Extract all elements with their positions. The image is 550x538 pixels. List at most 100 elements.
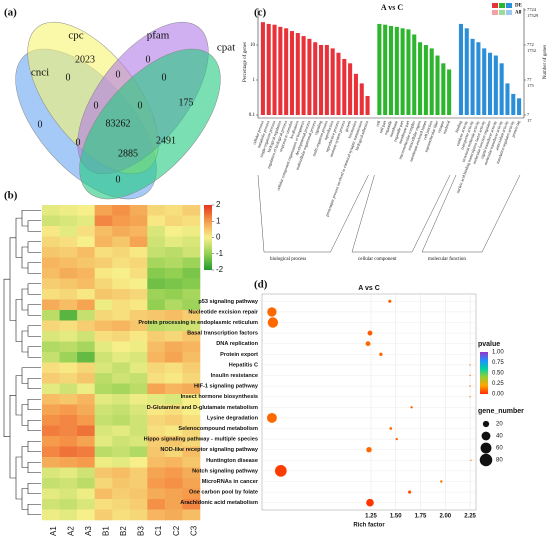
dendrogram-branch — [27, 283, 41, 295]
bar — [429, 48, 434, 116]
region-count: 0 — [38, 119, 43, 130]
heatmap-cell — [147, 373, 166, 384]
bar — [470, 38, 475, 115]
legend-swatch — [506, 3, 512, 8]
size-legend-dot — [479, 453, 493, 467]
heatmap-cell — [164, 509, 183, 521]
bubble — [469, 385, 471, 387]
heatmap-cell — [59, 215, 78, 227]
heatmap-cell — [112, 299, 131, 311]
heatmap-cell — [59, 404, 78, 416]
heatmap-cell — [147, 299, 166, 311]
category-label: reproduction — [323, 120, 335, 141]
heatmap-cell — [147, 236, 166, 248]
heatmap-cell — [94, 278, 113, 290]
heatmap-cell — [42, 467, 60, 479]
dendrogram-branch — [9, 237, 16, 321]
heatmap-cell — [112, 341, 131, 353]
heatmap-cell — [164, 257, 183, 269]
region-count: 2023 — [75, 54, 95, 65]
heatmap-cell — [129, 341, 148, 353]
heatmap-cell — [94, 478, 113, 489]
bar — [336, 52, 341, 115]
heatmap-cell — [147, 310, 166, 321]
category-label: growth — [343, 120, 352, 132]
region-count: 0 — [146, 54, 151, 65]
bubble — [440, 480, 443, 483]
dendrogram-branch — [21, 330, 28, 353]
heatmap-cell — [42, 415, 60, 426]
heatmap-cell — [112, 478, 131, 489]
heatmap-cell — [77, 257, 95, 269]
heatmap-cell — [182, 415, 201, 426]
y2-tick-label-all: 17529 — [527, 13, 539, 18]
region-count: 0 — [116, 69, 121, 80]
heatmap-cell — [59, 467, 78, 479]
heatmap-cell — [182, 383, 201, 395]
heatmap-cell — [59, 509, 78, 521]
bar — [476, 42, 481, 116]
heatmap-cell — [164, 488, 183, 500]
heatmap-cell — [129, 373, 148, 384]
size-legend-dot — [482, 420, 490, 428]
legend-label: DE — [515, 4, 523, 9]
bubble — [469, 396, 471, 398]
heatmap-cell — [147, 362, 166, 374]
heatmap-cell — [147, 457, 166, 468]
y2-tick-label-all: 1752 — [527, 48, 536, 53]
size-legend-label: 60 — [496, 446, 503, 452]
heatmap-cell — [182, 215, 201, 227]
heatmap-cell — [147, 404, 166, 416]
heatmap-cell — [94, 383, 113, 395]
heatmap-cell — [59, 299, 78, 311]
heatmap-cell — [94, 488, 113, 500]
heatmap-cell — [129, 236, 148, 248]
heatmap-cell — [77, 299, 95, 311]
panel-label: (a) — [4, 7, 17, 19]
dendrogram-branch — [21, 246, 28, 269]
heatmap-cell — [129, 352, 148, 363]
heatmap-cell — [182, 268, 201, 279]
bubble — [410, 406, 413, 409]
heatmap-cell — [77, 425, 95, 437]
bar — [377, 23, 382, 115]
category-label: Lysine degradation — [207, 415, 259, 421]
heatmap-cell — [94, 268, 113, 279]
heatmap-cell — [112, 383, 131, 395]
category-label: Protein export — [220, 352, 258, 358]
heatmap-cell — [182, 467, 201, 479]
heatmap-cell — [164, 446, 183, 458]
bubble — [366, 498, 374, 507]
heatmap-cell — [112, 415, 131, 426]
bubble — [469, 364, 471, 366]
colorbar — [480, 352, 488, 394]
heatmap-cell — [164, 310, 183, 321]
heatmap-cell — [147, 436, 166, 447]
heatmap-cell — [42, 278, 60, 290]
category-label: organelle — [383, 120, 393, 136]
bar — [435, 55, 440, 115]
heatmap-cell — [59, 446, 78, 458]
set-label: cnci — [31, 67, 49, 79]
bar — [342, 58, 347, 115]
heatmap-cell — [77, 331, 95, 342]
bubble — [267, 307, 277, 317]
heatmap-cell — [182, 446, 201, 458]
column-label: B1 — [102, 526, 111, 536]
heatmap-cell — [94, 341, 113, 353]
bar — [353, 73, 358, 115]
heatmap-cell — [59, 436, 78, 447]
heatmap-cell — [42, 226, 60, 237]
heatmap-cell — [94, 425, 113, 437]
heatmap-cell — [77, 362, 95, 374]
heatmap-cell — [112, 373, 131, 384]
bar — [383, 24, 388, 116]
heatmap-cell — [42, 404, 60, 416]
heatmap-cell — [112, 278, 131, 290]
bubble — [408, 490, 412, 494]
bubble — [266, 412, 277, 423]
column-label: A2 — [66, 526, 75, 536]
heatmap-cell — [129, 226, 148, 237]
heatmap-cell — [59, 478, 78, 489]
heatmap-cell — [77, 352, 95, 363]
